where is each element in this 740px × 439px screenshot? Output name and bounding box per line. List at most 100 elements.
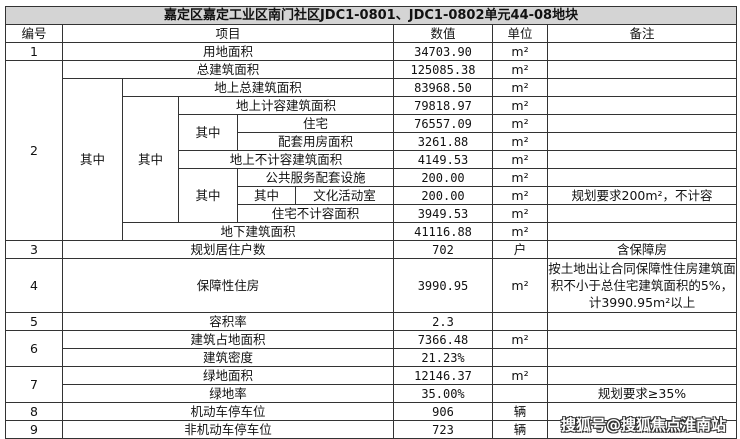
cell-note	[546, 42, 738, 61]
cell-unit: 辆	[492, 402, 548, 421]
cell-note	[546, 114, 738, 133]
cell-note	[546, 150, 738, 169]
cell-note	[546, 420, 738, 439]
cell-sub-label: 其中	[237, 186, 296, 205]
header-value: 数值	[393, 24, 493, 43]
cell-value: 83968.50	[393, 78, 493, 97]
cell-unit	[492, 348, 548, 367]
watermark: 搜狐号@搜狐焦点淮南站	[560, 416, 726, 434]
cell-value: 21.23%	[393, 348, 493, 367]
table-row: 绿地率 35.00% 规划要求≥35%	[6, 384, 738, 403]
cell-item: 绿地面积	[62, 366, 394, 385]
header-no: 编号	[5, 24, 63, 43]
cell-item: 总建筑面积	[62, 60, 394, 79]
cell-note: 含保障房	[546, 240, 738, 259]
cell-unit: m²	[492, 114, 548, 133]
cell-unit: m²	[492, 168, 548, 187]
cell-note: 规划要求200m²，不计容	[546, 186, 738, 205]
cell-value: 7366.48	[393, 330, 493, 349]
table-row: 其中 地上计容建筑面积 79818.97 m²	[6, 96, 738, 223]
cell-no: 4	[5, 258, 63, 313]
cell-item: 配套用房面积	[237, 132, 394, 151]
cell-value: 2.3	[393, 312, 493, 331]
cell-note	[546, 312, 738, 331]
header-unit: 单位	[492, 24, 548, 43]
cell-item: 公共服务配套设施	[237, 168, 394, 187]
cell-no: 7	[5, 366, 63, 403]
cell-item: 机动车停车位	[62, 402, 394, 421]
table-row: 4 保障性住房 3990.95 m² 按土地出让合同保障性住房建筑面积不小于总住…	[5, 258, 738, 313]
table-row: 住宅不计容面积 3949.53 m²	[6, 204, 738, 223]
cell-unit: m²	[492, 42, 548, 61]
cell-item: 建筑占地面积	[62, 330, 394, 349]
cell-note	[546, 222, 738, 241]
cell-value: 35.00%	[393, 384, 493, 403]
cell-unit: m²	[492, 366, 548, 385]
cell-unit: m²	[492, 96, 548, 115]
cell-unit: m²	[492, 186, 548, 205]
cell-value: 125085.38	[393, 60, 493, 79]
cell-note: 按土地出让合同保障性住房建筑面积不小于总住宅建筑面积的5%，计3990.95m²…	[546, 258, 738, 313]
cell-item: 保障性住房	[62, 258, 394, 313]
cell-note	[546, 78, 738, 97]
cell-value: 702	[393, 240, 493, 259]
land-parcel-table: 嘉定区嘉定工业区南门社区JDC1-0801、JDC1-0802单元44-08地块…	[4, 6, 738, 439]
cell-no: 2	[5, 60, 63, 241]
cell-no: 1	[5, 42, 63, 61]
cell-item: 容积率	[62, 312, 394, 331]
cell-value: 79818.97	[393, 96, 493, 115]
table-row: 地下建筑面积 41116.88 m²	[6, 222, 738, 241]
cell-unit: 辆	[492, 420, 548, 439]
cell-no: 3	[5, 240, 63, 259]
cell-item: 建筑密度	[62, 348, 394, 367]
cell-no: 6	[5, 330, 63, 367]
cell-note	[546, 132, 738, 151]
cell-value: 3261.88	[393, 132, 493, 151]
cell-unit	[492, 384, 548, 403]
cell-item: 绿地率	[62, 384, 394, 403]
cell-item: 非机动车停车位	[62, 420, 394, 439]
table-row: 其中 公共服务配套设施 200.00 m²	[6, 168, 738, 223]
title-row: 嘉定区嘉定工业区南门社区JDC1-0801、JDC1-0802单元44-08地块	[4, 6, 738, 25]
cell-item: 住宅不计容面积	[237, 204, 394, 223]
cell-sub-label: 其中	[62, 78, 123, 241]
cell-value: 3990.95	[393, 258, 493, 313]
cell-item: 用地面积	[62, 42, 394, 61]
cell-note	[546, 366, 738, 385]
cell-note	[546, 96, 738, 115]
cell-unit: m²	[492, 204, 548, 223]
cell-note	[546, 348, 738, 367]
cell-unit: m²	[492, 222, 548, 241]
cell-note	[546, 204, 738, 223]
cell-unit: m²	[492, 60, 548, 79]
cell-sub-label: 其中	[122, 96, 179, 223]
cell-sub-label: 其中	[178, 114, 238, 151]
cell-value: 3949.53	[393, 204, 493, 223]
cell-value: 76557.09	[393, 114, 493, 133]
table-row: 其中 地上总建筑面积 83968.50 m²	[6, 78, 738, 241]
cell-item: 文化活动室	[295, 186, 394, 205]
table-row: 其中 住宅 76557.09 m²	[6, 114, 738, 151]
cell-item: 地上计容建筑面积	[178, 96, 394, 115]
cell-item: 地上总建筑面积	[122, 78, 394, 97]
cell-no: 9	[5, 420, 63, 439]
cell-sub-label: 其中	[178, 168, 238, 223]
header-row: 编号 项目 数值 单位 备注	[5, 24, 738, 43]
table-row: 建筑密度 21.23%	[6, 348, 738, 367]
cell-unit: m²	[492, 258, 548, 313]
cell-item: 地下建筑面积	[122, 222, 394, 241]
table-row: 6 建筑占地面积 7366.48 m²	[5, 330, 738, 367]
cell-value: 200.00	[393, 186, 493, 205]
table-row: 3 规划居住户数 702 户 含保障房	[5, 240, 738, 259]
cell-unit: 户	[492, 240, 548, 259]
table-title: 嘉定区嘉定工业区南门社区JDC1-0801、JDC1-0802单元44-08地块	[4, 6, 738, 25]
cell-value: 41116.88	[393, 222, 493, 241]
cell-no: 8	[5, 402, 63, 421]
cell-unit	[492, 312, 548, 331]
cell-note	[546, 330, 738, 349]
cell-unit: m²	[492, 330, 548, 349]
cell-unit: m²	[492, 150, 548, 169]
table-row: 5 容积率 2.3	[5, 312, 738, 331]
cell-item: 地上不计容建筑面积	[178, 150, 394, 169]
cell-item: 住宅	[237, 114, 394, 133]
